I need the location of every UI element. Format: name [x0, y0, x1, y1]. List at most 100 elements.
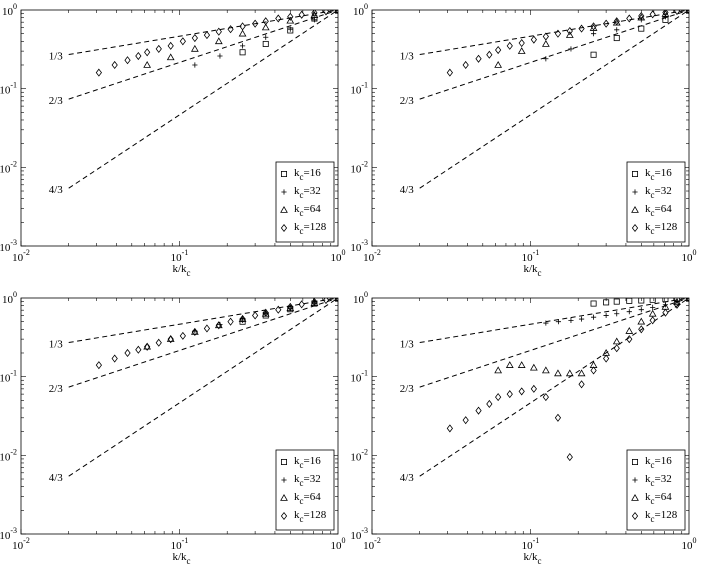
- tick-exponent: -3: [361, 238, 368, 247]
- data-point: [287, 12, 294, 21]
- y-tick-label: 10-3: [0, 526, 17, 542]
- label-main: k: [645, 203, 651, 215]
- data-point: [239, 22, 246, 31]
- reference-line-3: [419, 298, 689, 477]
- x-axis-label: k/kc: [523, 263, 541, 278]
- label-suffix: =128: [655, 509, 678, 521]
- y-tick-label: 100: [2, 2, 17, 18]
- label-main: k/k: [172, 263, 187, 275]
- tick-base: 10: [12, 252, 24, 264]
- reference-line-3: [68, 10, 338, 189]
- x-tick-label: 10-2: [12, 248, 30, 264]
- label-subscript: c: [651, 226, 655, 236]
- data-point: [578, 316, 585, 322]
- data-point: [252, 311, 259, 320]
- tick-base: 10: [522, 540, 534, 552]
- tick-base: 10: [350, 163, 362, 175]
- data-point: [626, 14, 633, 23]
- label-main: k: [294, 491, 300, 503]
- data-point: [486, 50, 493, 59]
- label-subscript: c: [651, 460, 655, 470]
- data-point: [287, 302, 294, 311]
- label-subscript: c: [651, 208, 655, 218]
- data-point: [494, 366, 503, 374]
- data-point: [179, 37, 186, 46]
- legend-marker: [280, 511, 288, 521]
- reference-line-label: 2/3: [400, 383, 415, 395]
- data-point: [238, 29, 247, 37]
- x-axis-label: k/kc: [523, 551, 541, 566]
- tick-exponent: -1: [182, 248, 189, 257]
- tick-exponent: -3: [10, 526, 17, 535]
- data-point: [495, 393, 502, 402]
- data-point: [311, 17, 318, 23]
- label-main: k/k: [523, 263, 538, 275]
- data-point: [590, 22, 597, 31]
- label-subscript: c: [300, 514, 304, 524]
- data-point: [638, 11, 645, 21]
- data-point: [529, 363, 538, 371]
- y-tick-label: 100: [353, 2, 368, 18]
- x-tick-label: 10-2: [12, 536, 30, 552]
- data-point: [190, 327, 199, 335]
- legend-entry: kc=32: [645, 185, 672, 200]
- data-point: [613, 35, 620, 42]
- y-tick-label: 10-1: [0, 369, 17, 385]
- series-4: [95, 298, 338, 370]
- x-tick-label: 10-1: [171, 248, 189, 264]
- data-point: [518, 387, 525, 396]
- data-point: [214, 321, 223, 329]
- legend-entry: kc=128: [645, 221, 678, 236]
- legend-marker: [280, 223, 288, 233]
- chart-panel-2: 10-2 10-1 10010-310-210-1100k/kc1/32/34/3k…: [350, 2, 696, 278]
- data-point: [649, 316, 656, 325]
- tick-exponent: 0: [13, 290, 17, 299]
- data-point: [227, 317, 234, 326]
- data-point: [124, 348, 131, 358]
- chart-panel-3: 10-2 10-1 10010-310-210-1100k/kc1/32/34/3k…: [0, 290, 346, 566]
- series-4: [95, 10, 338, 77]
- label-subscript: c: [651, 496, 655, 506]
- data-point: [239, 49, 246, 56]
- data-point: [517, 47, 526, 54]
- y-tick-label: 10-2: [0, 447, 17, 463]
- tick-base: 10: [0, 85, 11, 97]
- data-point: [215, 27, 222, 36]
- y-tick-label: 10-1: [350, 369, 368, 385]
- data-point: [566, 453, 573, 462]
- legend-marker: [632, 170, 639, 177]
- data-point: [124, 56, 131, 65]
- data-point: [662, 308, 669, 317]
- legend-marker: [280, 493, 288, 501]
- data-point: [590, 300, 597, 307]
- reference-line-1: [419, 298, 689, 344]
- tick-base: 10: [0, 530, 11, 542]
- data-point: [517, 361, 526, 368]
- tick-exponent: -1: [10, 369, 17, 378]
- data-point: [191, 33, 198, 43]
- series-4: [446, 10, 689, 77]
- series-2: [192, 10, 338, 68]
- label-subscript: c: [651, 514, 655, 524]
- chart-panel-4: 10-2 10-1 10010-310-210-1100k/kc1/32/34/3k…: [350, 290, 696, 566]
- label-subscript: c: [300, 172, 304, 182]
- tick-base: 10: [682, 540, 694, 552]
- tick-exponent: -2: [361, 447, 368, 456]
- tick-exponent: -2: [10, 159, 17, 168]
- data-point: [518, 38, 525, 48]
- label-main: k: [294, 167, 300, 179]
- data-point: [227, 25, 234, 34]
- reference-line-label: 1/3: [400, 51, 415, 63]
- data-point: [649, 10, 656, 19]
- data-point: [565, 369, 574, 377]
- data-point: [541, 366, 550, 374]
- tick-base: 10: [363, 540, 375, 552]
- reference-line-label: 2/3: [400, 95, 415, 107]
- tick-base: 10: [350, 373, 362, 385]
- legend-entry: kc=64: [645, 491, 672, 506]
- label-main: k/k: [172, 551, 187, 563]
